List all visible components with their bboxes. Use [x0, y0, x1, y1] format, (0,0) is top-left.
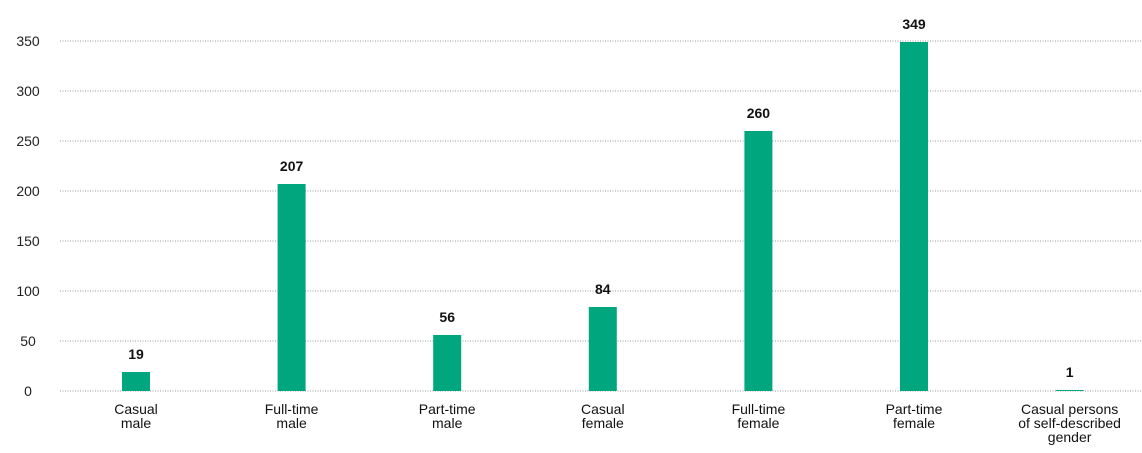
- category-label: Casual female: [581, 401, 625, 431]
- category-label-line: Full-time: [732, 401, 786, 417]
- data-label: 349: [902, 16, 926, 32]
- data-label: 84: [595, 281, 611, 297]
- bar: [900, 42, 928, 391]
- category-label-line: Full-time: [265, 401, 319, 417]
- category-label: Casual persons of self-described gender: [1018, 401, 1121, 445]
- category-label-line: female: [582, 415, 624, 431]
- bar: [433, 335, 462, 391]
- y-tick-label: 250: [16, 133, 40, 149]
- y-tick-label: 100: [16, 283, 40, 299]
- category-label-line: male: [432, 415, 463, 431]
- gridlines: [60, 40, 1142, 342]
- data-label: 207: [280, 158, 304, 174]
- y-axis-ticks: 0 50 100 150 200 250 300 350: [16, 33, 40, 399]
- bars: [122, 42, 1084, 391]
- bar: [588, 307, 617, 391]
- category-label: Casual male: [114, 401, 158, 431]
- category-label: Part-time female: [886, 401, 943, 431]
- y-tick-label: 200: [16, 183, 40, 199]
- y-tick-label: 300: [16, 83, 40, 99]
- y-tick-label: 0: [24, 383, 32, 399]
- category-label-line: Part-time: [886, 401, 943, 417]
- bar: [744, 131, 773, 391]
- category-label-line: male: [121, 415, 152, 431]
- y-tick-label: 150: [16, 233, 40, 249]
- category-label-line: Casual: [581, 401, 625, 417]
- data-label: 19: [128, 346, 144, 362]
- bar: [122, 372, 150, 391]
- category-label-line: female: [737, 415, 779, 431]
- category-label: Full-time female: [732, 401, 786, 431]
- data-labels: 19 207 56 84 260 349 1: [128, 16, 1073, 380]
- category-label-line: gender: [1048, 429, 1092, 445]
- category-label-line: Casual persons: [1021, 401, 1118, 417]
- bar: [277, 184, 306, 391]
- category-label: Full-time male: [265, 401, 319, 431]
- y-tick-label: 50: [20, 333, 36, 349]
- data-label: 1: [1066, 364, 1074, 380]
- category-label-line: Casual: [114, 401, 158, 417]
- category-label-line: male: [276, 415, 307, 431]
- category-label: Part-time male: [419, 401, 476, 431]
- bar: [1055, 390, 1084, 391]
- data-label: 56: [439, 309, 455, 325]
- category-label-line: Part-time: [419, 401, 476, 417]
- data-label: 260: [747, 105, 771, 121]
- category-label-line: of self-described: [1018, 415, 1121, 431]
- y-tick-label: 350: [16, 33, 40, 49]
- category-label-line: female: [893, 415, 935, 431]
